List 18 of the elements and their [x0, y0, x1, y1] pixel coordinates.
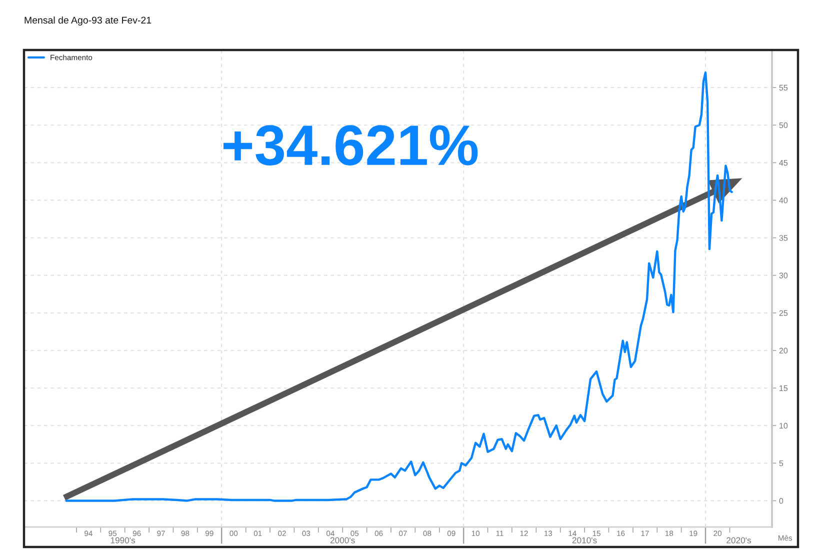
text: 1990's: [110, 537, 136, 544]
y-tick-label: 10: [780, 422, 788, 429]
y-tick-label: 15: [780, 385, 788, 392]
annotation: +34.621%: [224, 125, 478, 166]
y-tick-label: 30: [779, 272, 788, 278]
y-tick-label: 0: [779, 498, 784, 504]
y-tick-label: 50: [779, 122, 788, 128]
y-tick-label: 20: [779, 348, 788, 354]
text: 2010's: [572, 537, 597, 544]
y-tick-label: 40: [779, 198, 788, 204]
y-tick-label: 25: [779, 310, 788, 316]
y-tick-label: 45: [779, 160, 788, 166]
chart-title: Mensal de Ago-93 ate Fev-21: [24, 16, 152, 26]
text: 2020's: [726, 537, 751, 544]
text: 2000's: [330, 537, 355, 544]
y-tick-label: 55: [779, 84, 788, 91]
y-tick-label: 5: [779, 460, 784, 466]
y-tick-label: 35: [779, 235, 788, 241]
